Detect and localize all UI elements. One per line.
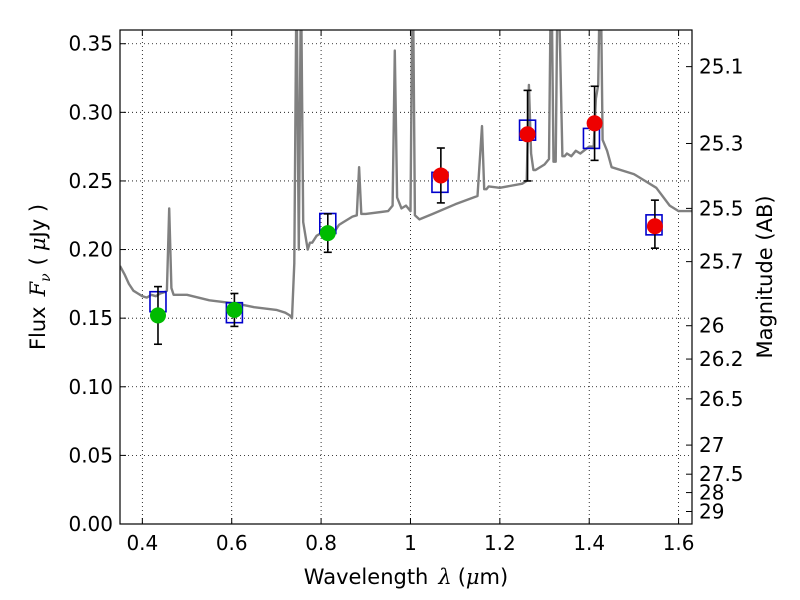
x-tick-label: 1.4: [573, 531, 605, 555]
mag-tick-label: 27: [699, 433, 724, 457]
plot-frame: [119, 29, 693, 525]
plot-background: [120, 30, 692, 524]
y-tick-label: 0.15: [68, 306, 113, 330]
mag-tick-label: 26.5: [699, 387, 744, 411]
spectrum-line: [120, 30, 692, 320]
x-tick-label: 1.6: [663, 531, 695, 555]
y-tick-label: 0.00: [68, 512, 113, 536]
x-tick-label: 1: [404, 531, 417, 555]
x-tick-label: 0.8: [305, 531, 337, 555]
x-axis-label: Wavelength λ (μm): [304, 565, 508, 589]
mag-tick-label: 28: [699, 481, 724, 505]
mag-tick-label: 26: [699, 314, 724, 338]
mag-tick-label: 26.2: [699, 347, 744, 371]
x-tick-label: 1.2: [484, 531, 516, 555]
observed-flux-point: [646, 218, 663, 235]
x-tick-label: 0.4: [126, 531, 158, 555]
y-tick-label: 0.05: [68, 443, 113, 467]
observed-flux-point: [432, 167, 449, 184]
y-tick-label: 0.30: [68, 100, 113, 124]
y-axis-label: FluxFν(μJy ): [26, 204, 54, 350]
x-tick-label: 0.6: [216, 531, 248, 555]
mag-tick-label: 25.3: [699, 131, 744, 155]
y-tick-label: 0.20: [68, 238, 113, 262]
mag-tick-label: 27.5: [699, 462, 744, 486]
mag-tick-label: 25.7: [699, 250, 744, 274]
y-tick-label: 0.10: [68, 375, 113, 399]
mag-tick-label: 25.5: [699, 196, 744, 220]
y-tick-label: 0.35: [68, 32, 113, 56]
y2-axis-label: Magnitude (AB): [753, 195, 777, 358]
mag-tick-label: 25.1: [699, 55, 744, 79]
y-tick-label: 0.25: [68, 169, 113, 193]
observed-flux-point: [319, 225, 336, 242]
observed-flux-point: [149, 307, 166, 324]
observed-flux-point: [226, 301, 243, 318]
observed-flux-point: [586, 115, 603, 132]
mag-tick-label: 29: [699, 500, 724, 524]
observed-flux-point: [519, 126, 536, 143]
